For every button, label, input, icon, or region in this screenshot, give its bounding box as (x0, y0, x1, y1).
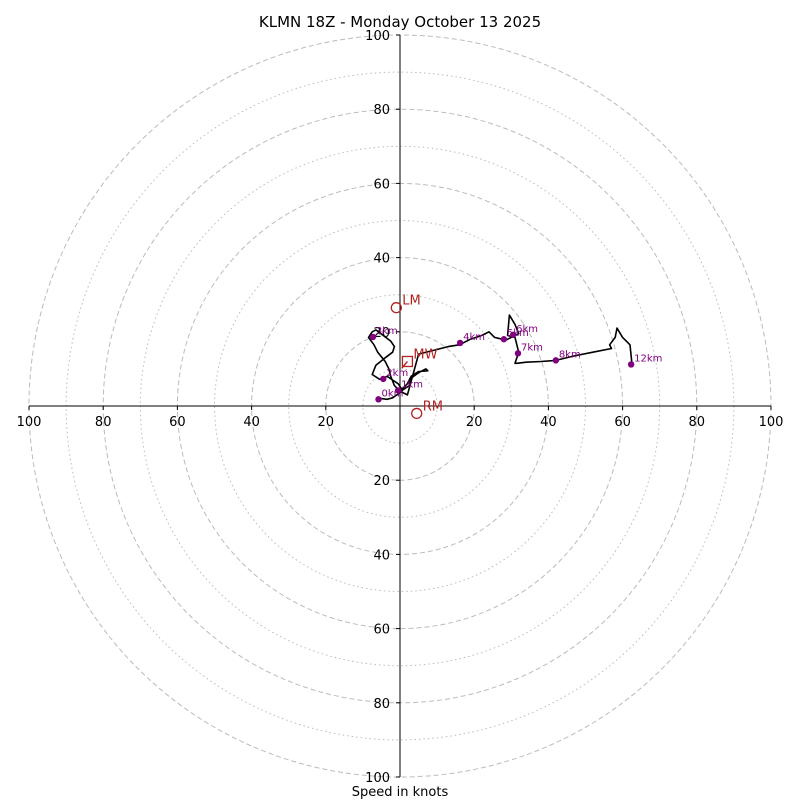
y-tick-label: 100 (365, 29, 390, 44)
x-tick-label: 40 (540, 415, 557, 430)
height-label: 6km (516, 324, 538, 335)
x-tick-label: 100 (759, 415, 784, 430)
height-label: 12km (634, 353, 662, 364)
x-tick-label: 80 (95, 415, 112, 430)
storm-marker (390, 302, 402, 314)
height-marker (552, 357, 560, 364)
height-label: 8km (559, 349, 581, 360)
x-tick-label: 80 (689, 415, 706, 430)
y-tick-label: 80 (373, 103, 390, 118)
x-tick-label: 40 (243, 415, 260, 430)
hodograph-line (367, 314, 633, 401)
storm-label: RM (423, 399, 443, 414)
y-tick-label: 60 (373, 623, 390, 638)
x-tick-label: 60 (169, 415, 186, 430)
axes (29, 35, 771, 777)
storm-motion-markers: LM MW RM (390, 294, 443, 420)
y-tick-label: 100 (365, 771, 390, 786)
height-label: 3km (376, 326, 398, 337)
height-label: 2km (386, 368, 408, 379)
storm-label: LM (402, 294, 420, 309)
chart-title: KLMN 18Z - Monday October 13 2025 (259, 13, 541, 31)
storm-marker (411, 407, 423, 420)
height-marker (509, 331, 517, 338)
x-tick-label: 100 (17, 415, 42, 430)
storm-label: MW (413, 347, 437, 362)
x-axis-label: Speed in knots (352, 785, 449, 800)
height-marker (394, 387, 402, 394)
tick-labels: 1001008080606040402020202040406060808010… (17, 29, 784, 786)
x-tick-label: 60 (614, 415, 631, 430)
height-label: 4km (463, 332, 485, 343)
storm-marker (401, 355, 414, 368)
y-tick-label: 20 (373, 474, 390, 489)
height-marker (627, 361, 635, 368)
y-tick-label: 80 (373, 697, 390, 712)
height-marker (380, 375, 387, 383)
height-marker (500, 336, 508, 343)
y-tick-label: 60 (373, 177, 390, 192)
y-tick-label: 40 (373, 252, 390, 267)
height-marker (514, 350, 522, 357)
height-label: 5km (507, 328, 529, 339)
height-label: 7km (521, 342, 543, 353)
x-tick-label: 20 (318, 415, 335, 430)
height-marker (375, 396, 382, 403)
x-tick-label: 20 (466, 415, 483, 430)
y-tick-label: 40 (373, 548, 390, 563)
height-marker (456, 339, 464, 347)
height-marker (369, 333, 377, 341)
height-label: 1km (401, 379, 423, 390)
height-label: 0km (381, 388, 403, 399)
